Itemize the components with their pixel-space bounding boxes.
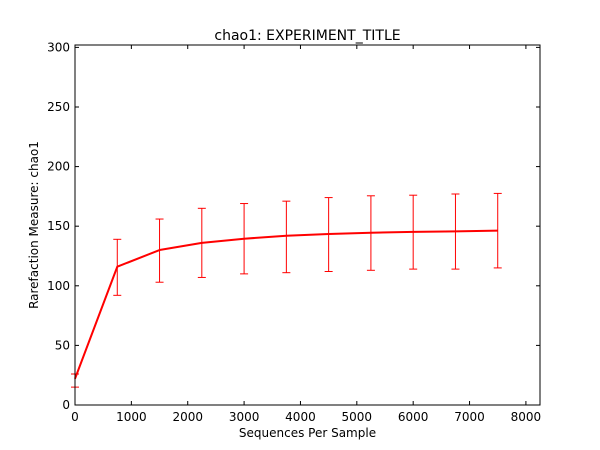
y-tick-label: 0	[62, 398, 70, 412]
plot-area	[75, 45, 540, 405]
y-tick-label: 250	[47, 100, 70, 114]
series-layer	[71, 192, 502, 388]
x-tick-label: 2000	[172, 410, 203, 424]
plot-background	[75, 45, 540, 405]
y-tick-label: 50	[55, 338, 70, 352]
x-tick-label: 8000	[511, 410, 542, 424]
x-tick-label: 4000	[285, 410, 316, 424]
chart-title: chao1: EXPERIMENT_TITLE	[214, 28, 400, 44]
x-axis-label: Sequences Per Sample	[239, 426, 376, 440]
y-tick-label: 100	[47, 279, 70, 293]
x-tick-label: 7000	[454, 410, 485, 424]
y-tick-label: 150	[47, 219, 70, 233]
plot-frame	[74, 44, 541, 406]
x-tick-label: 3000	[229, 410, 260, 424]
y-tick-label: 200	[47, 160, 70, 174]
x-tick-label: 0	[71, 410, 79, 424]
y-axis-label: Rarefaction Measure: chao1	[27, 141, 41, 309]
y-tick-label: 300	[47, 40, 70, 54]
x-tick-label: 5000	[342, 410, 373, 424]
x-tick-label: 1000	[116, 410, 147, 424]
tick-layer: 0 1000 2000 3000 4000 5000 6000 7000 8000 0 50 100 1…	[47, 40, 541, 424]
x-tick-label: 6000	[398, 410, 429, 424]
